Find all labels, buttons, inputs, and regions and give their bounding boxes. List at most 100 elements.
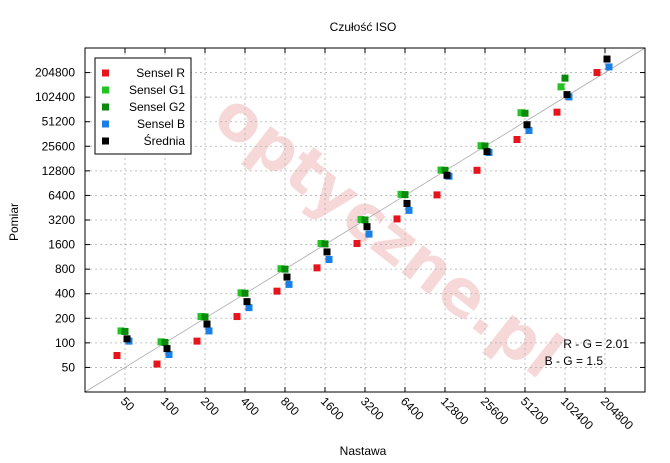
point-sensel-r — [273, 287, 281, 295]
y-tick-label: 12800 — [42, 164, 76, 178]
x-tick-label: 200 — [198, 394, 222, 418]
x-tick-label: 6400 — [398, 394, 427, 423]
y-tick-label: 3200 — [48, 213, 75, 227]
point-sensel-b — [285, 280, 293, 288]
x-tick-label: 51200 — [518, 394, 552, 428]
chart-title: Czułość ISO — [330, 20, 397, 34]
point-średnia — [523, 121, 531, 129]
point-sensel-g2 — [201, 313, 209, 321]
point-sensel-g1 — [277, 265, 285, 273]
legend-swatch — [102, 69, 109, 77]
y-tick-label: 50 — [62, 360, 76, 374]
point-średnia — [563, 91, 571, 99]
point-sensel-r — [313, 264, 321, 272]
x-tick-label: 400 — [238, 394, 262, 418]
point-średnia — [443, 171, 451, 179]
point-sensel-g1 — [477, 142, 485, 150]
point-sensel-g2 — [281, 265, 289, 273]
point-sensel-b — [525, 126, 533, 134]
point-sensel-b — [365, 230, 373, 238]
point-średnia — [123, 335, 131, 343]
point-sensel-r — [153, 360, 161, 368]
legend-label: Średnia — [144, 133, 186, 148]
point-średnia — [483, 148, 491, 156]
x-tick-label: 12800 — [438, 394, 472, 428]
x-tick-label: 102400 — [558, 394, 596, 432]
legend-swatch — [102, 120, 109, 128]
grid — [85, 48, 645, 392]
point-sensel-g1 — [157, 338, 165, 346]
point-sensel-b — [605, 63, 613, 71]
y-tick-label: 25600 — [42, 139, 76, 153]
y-tick-label: 200 — [55, 311, 75, 325]
x-tick-label: 204800 — [598, 394, 636, 432]
point-sensel-g2 — [441, 166, 449, 174]
point-sensel-r — [433, 191, 441, 199]
point-sensel-r — [393, 215, 401, 223]
point-sensel-g2 — [241, 289, 249, 297]
point-sensel-g1 — [317, 239, 325, 247]
annotation-b-g: B - G = 1.5 — [545, 354, 604, 368]
point-sensel-r — [593, 69, 601, 77]
legend-label: Sensel B — [137, 117, 185, 131]
x-tick-label: 25600 — [478, 394, 512, 428]
point-średnia — [323, 248, 331, 256]
x-tick-label: 3200 — [358, 394, 387, 423]
x-axis-label: Nastawa — [340, 444, 387, 458]
legend-swatch — [102, 86, 109, 94]
point-sensel-g1 — [517, 109, 525, 117]
point-sensel-g1 — [437, 166, 445, 174]
y-tick-label: 6400 — [48, 188, 75, 202]
point-średnia — [203, 320, 211, 328]
point-sensel-g2 — [321, 240, 329, 248]
point-sensel-g1 — [357, 215, 365, 223]
x-tick-label: 50 — [118, 394, 138, 414]
point-sensel-r — [193, 337, 201, 345]
point-sensel-r — [513, 136, 521, 144]
point-sensel-g1 — [117, 327, 125, 335]
data-points — [113, 55, 613, 368]
point-średnia — [603, 55, 611, 63]
point-sensel-r — [353, 239, 361, 247]
point-sensel-g2 — [481, 142, 489, 150]
point-sensel-r — [553, 108, 561, 116]
annotation-r-g: R - G = 2.01 — [563, 337, 629, 351]
point-sensel-r — [113, 352, 121, 360]
point-średnia — [403, 199, 411, 207]
legend-label: Sensel G1 — [129, 83, 185, 97]
y-tick-label: 204800 — [35, 66, 75, 80]
point-sensel-g1 — [197, 313, 205, 321]
point-średnia — [283, 273, 291, 281]
point-sensel-g1 — [397, 190, 405, 198]
point-sensel-g1 — [557, 83, 565, 91]
legend-swatch — [102, 137, 109, 145]
legend-label: Sensel R — [136, 66, 185, 80]
point-sensel-r — [233, 313, 241, 321]
y-tick-label: 800 — [55, 262, 75, 276]
x-tick-label: 1600 — [318, 394, 347, 423]
y-tick-label: 102400 — [35, 90, 75, 104]
point-sensel-g2 — [361, 216, 369, 224]
x-tick-label: 800 — [278, 394, 302, 418]
point-sensel-b — [165, 351, 173, 359]
point-sensel-g2 — [121, 327, 129, 335]
point-sensel-b — [405, 206, 413, 214]
y-tick-label: 100 — [55, 336, 75, 350]
x-tick-label: 100 — [158, 394, 182, 418]
point-sensel-r — [473, 166, 481, 174]
legend-label: Sensel G2 — [129, 100, 185, 114]
point-sensel-g1 — [237, 289, 245, 297]
point-sensel-b — [325, 256, 333, 264]
point-sensel-b — [205, 327, 213, 335]
y-axis-label: Pomiar — [7, 203, 21, 241]
legend-swatch — [102, 103, 109, 111]
point-sensel-g2 — [561, 74, 569, 82]
point-średnia — [243, 298, 251, 306]
y-tick-label: 51200 — [42, 115, 76, 129]
point-sensel-g2 — [521, 109, 529, 117]
point-sensel-b — [245, 304, 253, 312]
legend: Sensel R Sensel G1 Sensel G2 Sensel B Średni… — [94, 57, 192, 155]
legend-box — [94, 57, 192, 155]
y-tick-label: 400 — [55, 287, 75, 301]
